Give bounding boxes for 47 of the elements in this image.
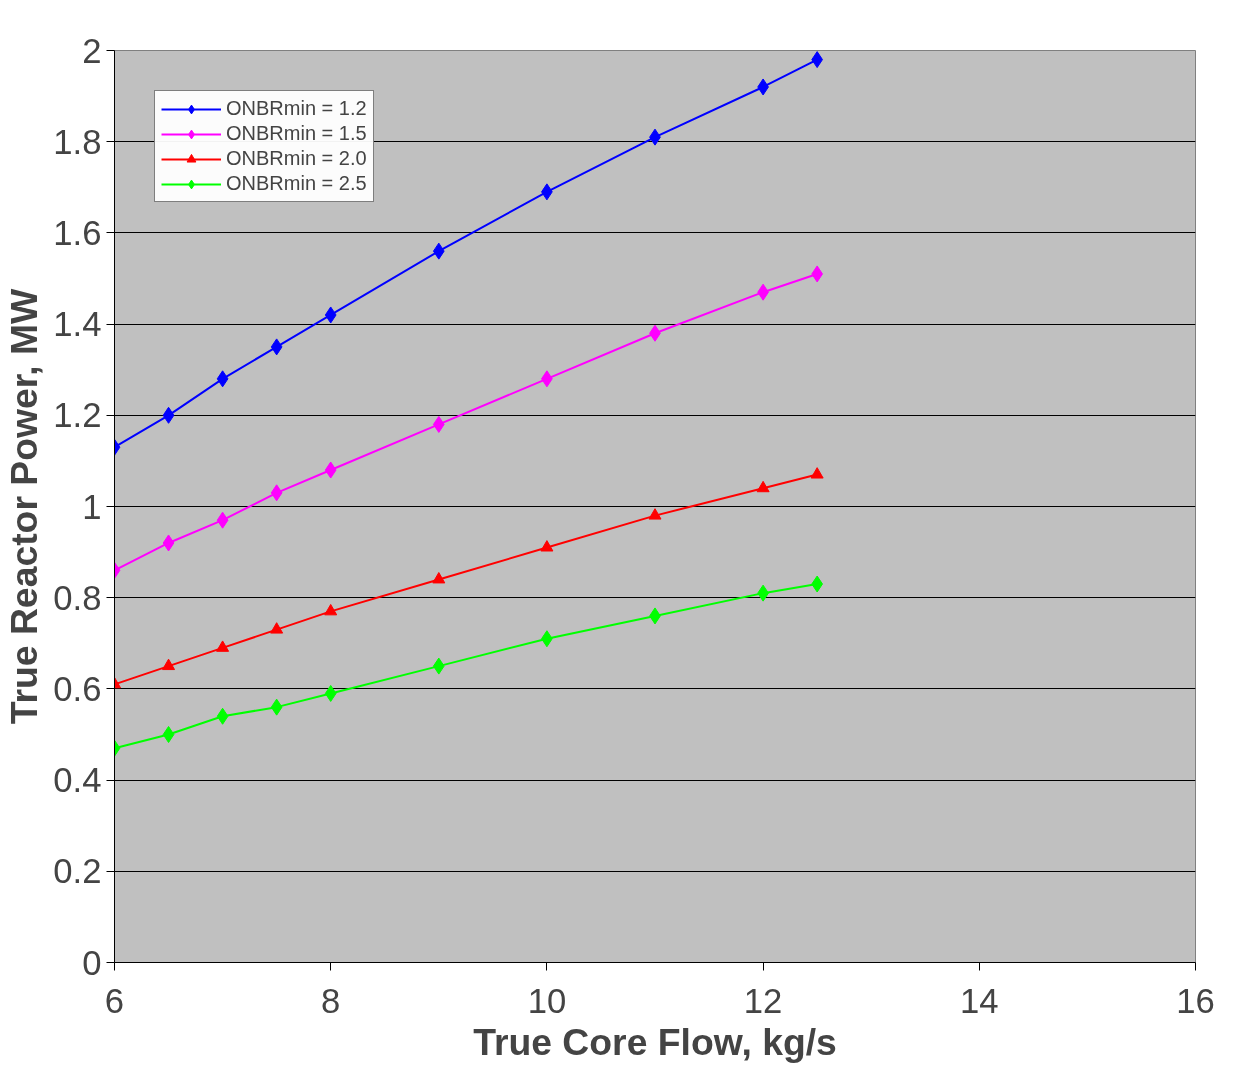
point bbox=[270, 698, 283, 716]
y-tick-label: 0 bbox=[82, 943, 102, 982]
x-tick-label: 8 bbox=[321, 981, 341, 1020]
point bbox=[810, 467, 824, 479]
legend-label: ONBRmin = 2.5 bbox=[226, 172, 367, 195]
point bbox=[432, 415, 445, 433]
point bbox=[324, 684, 337, 702]
point bbox=[216, 640, 230, 652]
y-tick-label: 1 bbox=[82, 487, 102, 526]
x-tick-label: 10 bbox=[527, 981, 567, 1020]
y-tick-label: 1.8 bbox=[53, 122, 102, 161]
legend-label: ONBRmin = 1.5 bbox=[226, 122, 367, 145]
y-tick-label: 2 bbox=[82, 31, 102, 70]
point bbox=[432, 572, 446, 584]
point bbox=[216, 511, 229, 529]
y-axis-title: True Reactor Power, MW bbox=[3, 287, 46, 725]
x-tick-label: 6 bbox=[104, 981, 125, 1020]
x-tick-label: 12 bbox=[743, 981, 783, 1020]
y-tick-label: 0.8 bbox=[53, 578, 102, 617]
point bbox=[324, 461, 337, 479]
y-tick-label: 1.2 bbox=[53, 396, 102, 435]
x-tick-label: 16 bbox=[1176, 981, 1215, 1020]
point bbox=[432, 657, 445, 675]
point bbox=[162, 726, 175, 743]
point bbox=[270, 338, 283, 356]
y-tick-label: 0.4 bbox=[53, 761, 102, 800]
x-axis-title: True Core Flow, kg/s bbox=[473, 1020, 837, 1063]
point bbox=[540, 540, 554, 552]
point bbox=[162, 406, 175, 424]
point bbox=[162, 534, 175, 552]
point bbox=[648, 508, 662, 520]
y-tick-label: 0.6 bbox=[53, 669, 102, 708]
y-tick-label: 1.6 bbox=[53, 213, 102, 252]
y-tick-label: 0.2 bbox=[53, 852, 102, 891]
point bbox=[216, 370, 229, 388]
point bbox=[324, 306, 337, 324]
point bbox=[432, 242, 445, 260]
point bbox=[270, 484, 283, 502]
point bbox=[162, 658, 176, 671]
point bbox=[756, 480, 770, 493]
x-tick-label: 14 bbox=[960, 981, 999, 1020]
point bbox=[324, 603, 338, 616]
legend-label: ONBRmin = 1.2 bbox=[226, 97, 367, 120]
point bbox=[270, 622, 284, 634]
point bbox=[216, 707, 229, 725]
y-tick-label: 1.4 bbox=[53, 305, 102, 344]
legend-label: ONBRmin = 2.0 bbox=[226, 147, 367, 170]
